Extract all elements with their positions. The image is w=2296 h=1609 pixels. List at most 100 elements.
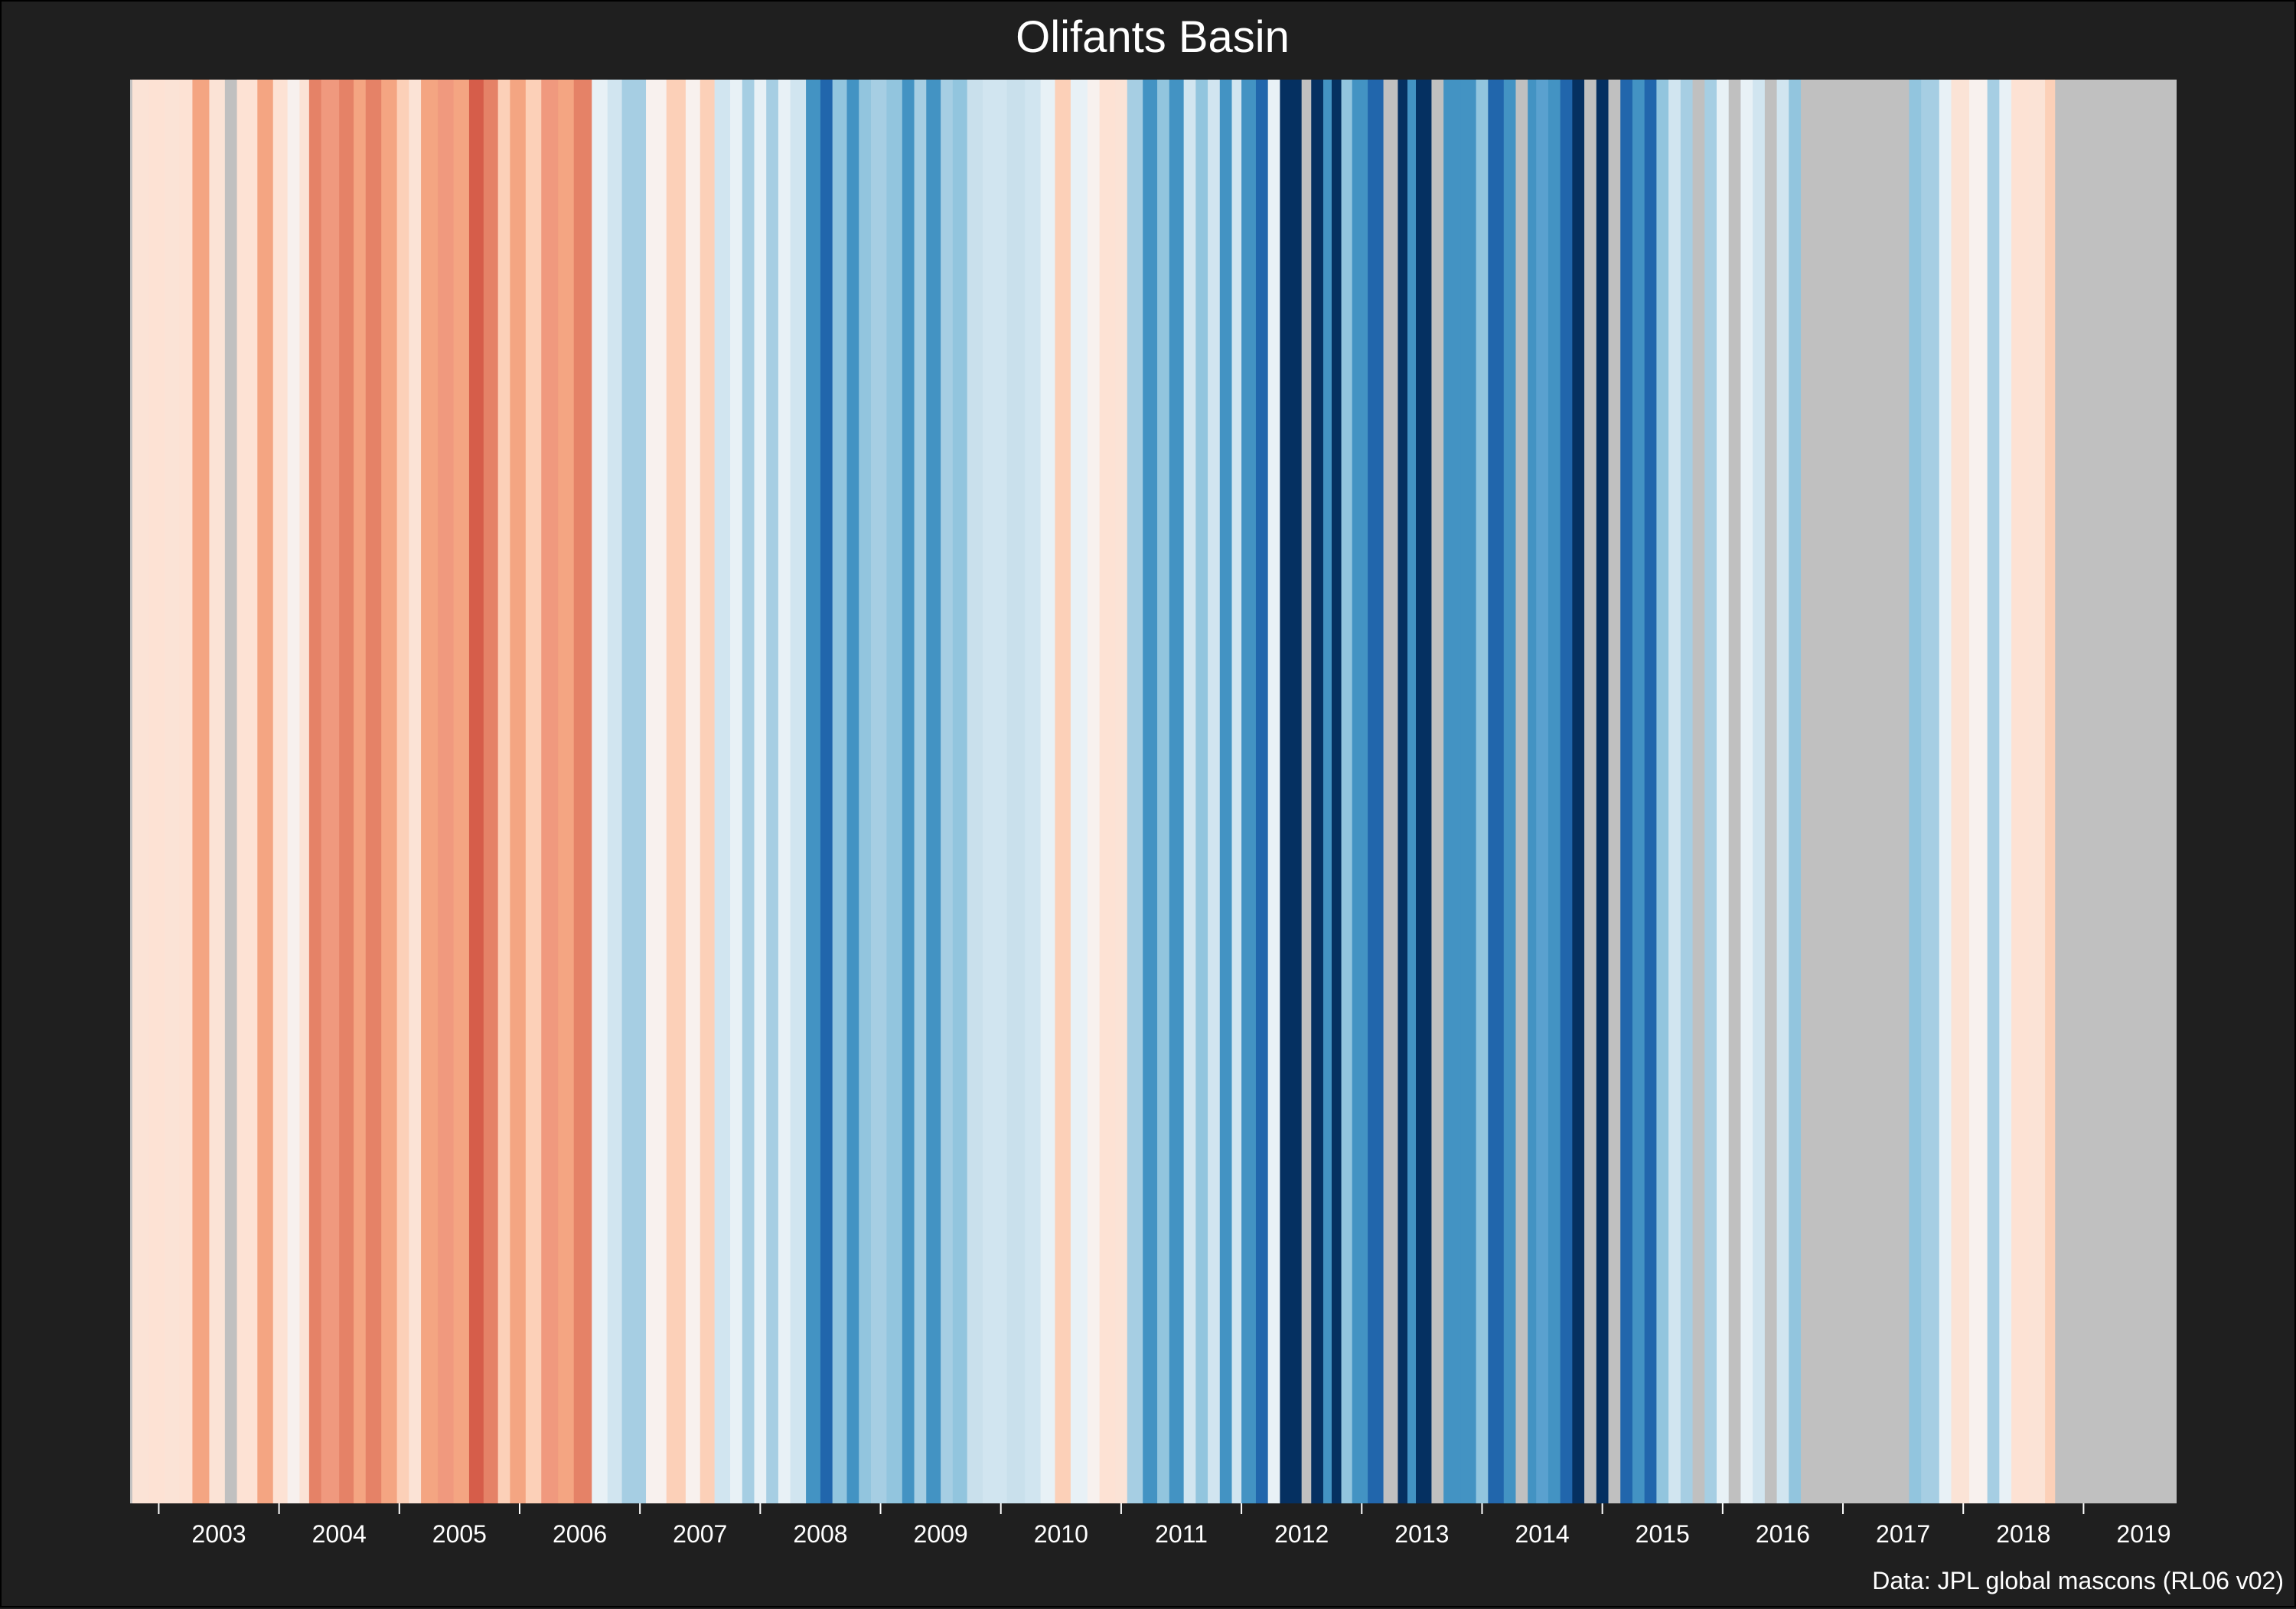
x-tick-label-2016: 2016: [1756, 1520, 1810, 1548]
stripe-102: [1548, 80, 1561, 1503]
stripe-101: [1536, 80, 1549, 1503]
stripe-6: [192, 80, 210, 1503]
x-tick-label-2019: 2019: [2116, 1520, 2170, 1548]
stripe-20: [396, 80, 409, 1503]
stripe-92: [1416, 80, 1433, 1503]
stripe-107: [1608, 80, 1621, 1503]
stripe-117: [1728, 80, 1742, 1503]
stripe-96: [1476, 80, 1489, 1503]
stripe-39: [700, 80, 716, 1503]
stripe-65: [1070, 80, 1088, 1503]
x-tick-label-2013: 2013: [1394, 1520, 1449, 1548]
stripe-93: [1431, 80, 1444, 1503]
stripe-11: [272, 80, 289, 1503]
stripe-41: [730, 80, 743, 1503]
stripe-98: [1503, 80, 1517, 1503]
stripe-36: [646, 80, 667, 1503]
stripe-25: [468, 80, 484, 1503]
stripe-126: [1939, 80, 1952, 1503]
stripe-108: [1620, 80, 1633, 1503]
stripe-51: [859, 80, 872, 1503]
stripe-45: [778, 80, 791, 1503]
stripe-5: [179, 80, 194, 1503]
stripe-4: [165, 80, 180, 1503]
stripe-37: [666, 80, 687, 1503]
stripe-95: [1460, 80, 1477, 1503]
stripe-14: [308, 80, 322, 1503]
stripe-80: [1267, 80, 1280, 1503]
x-tick-label-2018: 2018: [1996, 1520, 2050, 1548]
stripe-43: [754, 80, 767, 1503]
x-tick-label-2003: 2003: [191, 1520, 246, 1548]
stripe-59: [967, 80, 983, 1503]
stripe-42: [742, 80, 755, 1503]
stripe-113: [1680, 80, 1694, 1503]
stripe-127: [1951, 80, 1970, 1503]
stripe-30: [541, 80, 559, 1503]
stripe-89: [1383, 80, 1399, 1503]
stripe-74: [1195, 80, 1208, 1503]
stripe-15: [321, 80, 340, 1503]
stripe-88: [1368, 80, 1384, 1503]
x-tick-label-2008: 2008: [793, 1520, 847, 1548]
stripe-70: [1143, 80, 1158, 1503]
stripe-85: [1331, 80, 1342, 1503]
stripe-112: [1668, 80, 1681, 1503]
stripe-49: [832, 80, 848, 1503]
stripe-105: [1584, 80, 1597, 1503]
stripe-27: [497, 80, 510, 1503]
x-tick-label-2004: 2004: [312, 1520, 367, 1548]
stripe-110: [1644, 80, 1657, 1503]
stripe-133: [2045, 80, 2056, 1503]
stripe-83: [1311, 80, 1324, 1503]
stripe-90: [1397, 80, 1408, 1503]
stripe-78: [1241, 80, 1257, 1503]
stripe-29: [525, 80, 542, 1503]
stripe-94: [1443, 80, 1461, 1503]
stripe-122: [1789, 80, 1802, 1503]
stripe-120: [1764, 80, 1778, 1503]
stripe-17: [354, 80, 367, 1503]
stripe-124: [1909, 80, 1922, 1503]
stripe-114: [1692, 80, 1705, 1503]
stripe-60: [983, 80, 1008, 1503]
stripe-57: [941, 80, 954, 1503]
stripe-63: [1040, 80, 1056, 1503]
stripe-73: [1183, 80, 1196, 1503]
data-source-caption: Data: JPL global mascons (RL06 v02): [1872, 1567, 2284, 1594]
stripe-79: [1255, 80, 1269, 1503]
stripe-69: [1127, 80, 1143, 1503]
stripe-97: [1488, 80, 1505, 1503]
stripe-33: [592, 80, 608, 1503]
x-tick-label-2012: 2012: [1274, 1520, 1329, 1548]
stripe-53: [886, 80, 903, 1503]
x-tick-label-2015: 2015: [1636, 1520, 1690, 1548]
stripe-68: [1115, 80, 1128, 1503]
stripe-130: [1999, 80, 2012, 1503]
stripe-32: [573, 80, 592, 1503]
stripe-8: [224, 80, 238, 1503]
stripe-128: [1969, 80, 1988, 1503]
stripe-77: [1231, 80, 1242, 1503]
stripe-23: [438, 80, 455, 1503]
stripe-67: [1099, 80, 1116, 1503]
x-tick-label-2005: 2005: [432, 1520, 487, 1548]
stripe-87: [1352, 80, 1368, 1503]
stripe-104: [1572, 80, 1585, 1503]
x-tick-label-2014: 2014: [1515, 1520, 1569, 1548]
stripe-121: [1776, 80, 1789, 1503]
x-tick-label-2010: 2010: [1034, 1520, 1088, 1548]
stripes-layer: [130, 80, 2177, 1503]
stripe-16: [339, 80, 354, 1503]
stripe-19: [381, 80, 398, 1503]
stripe-48: [820, 80, 833, 1503]
x-tick-label-2017: 2017: [1876, 1520, 1930, 1548]
chart-title: Olifants Basin: [1016, 12, 1290, 62]
stripe-103: [1560, 80, 1573, 1503]
x-tick-label-2007: 2007: [673, 1520, 727, 1548]
stripe-13: [299, 80, 310, 1503]
stripe-119: [1753, 80, 1766, 1503]
stripe-21: [409, 80, 422, 1503]
